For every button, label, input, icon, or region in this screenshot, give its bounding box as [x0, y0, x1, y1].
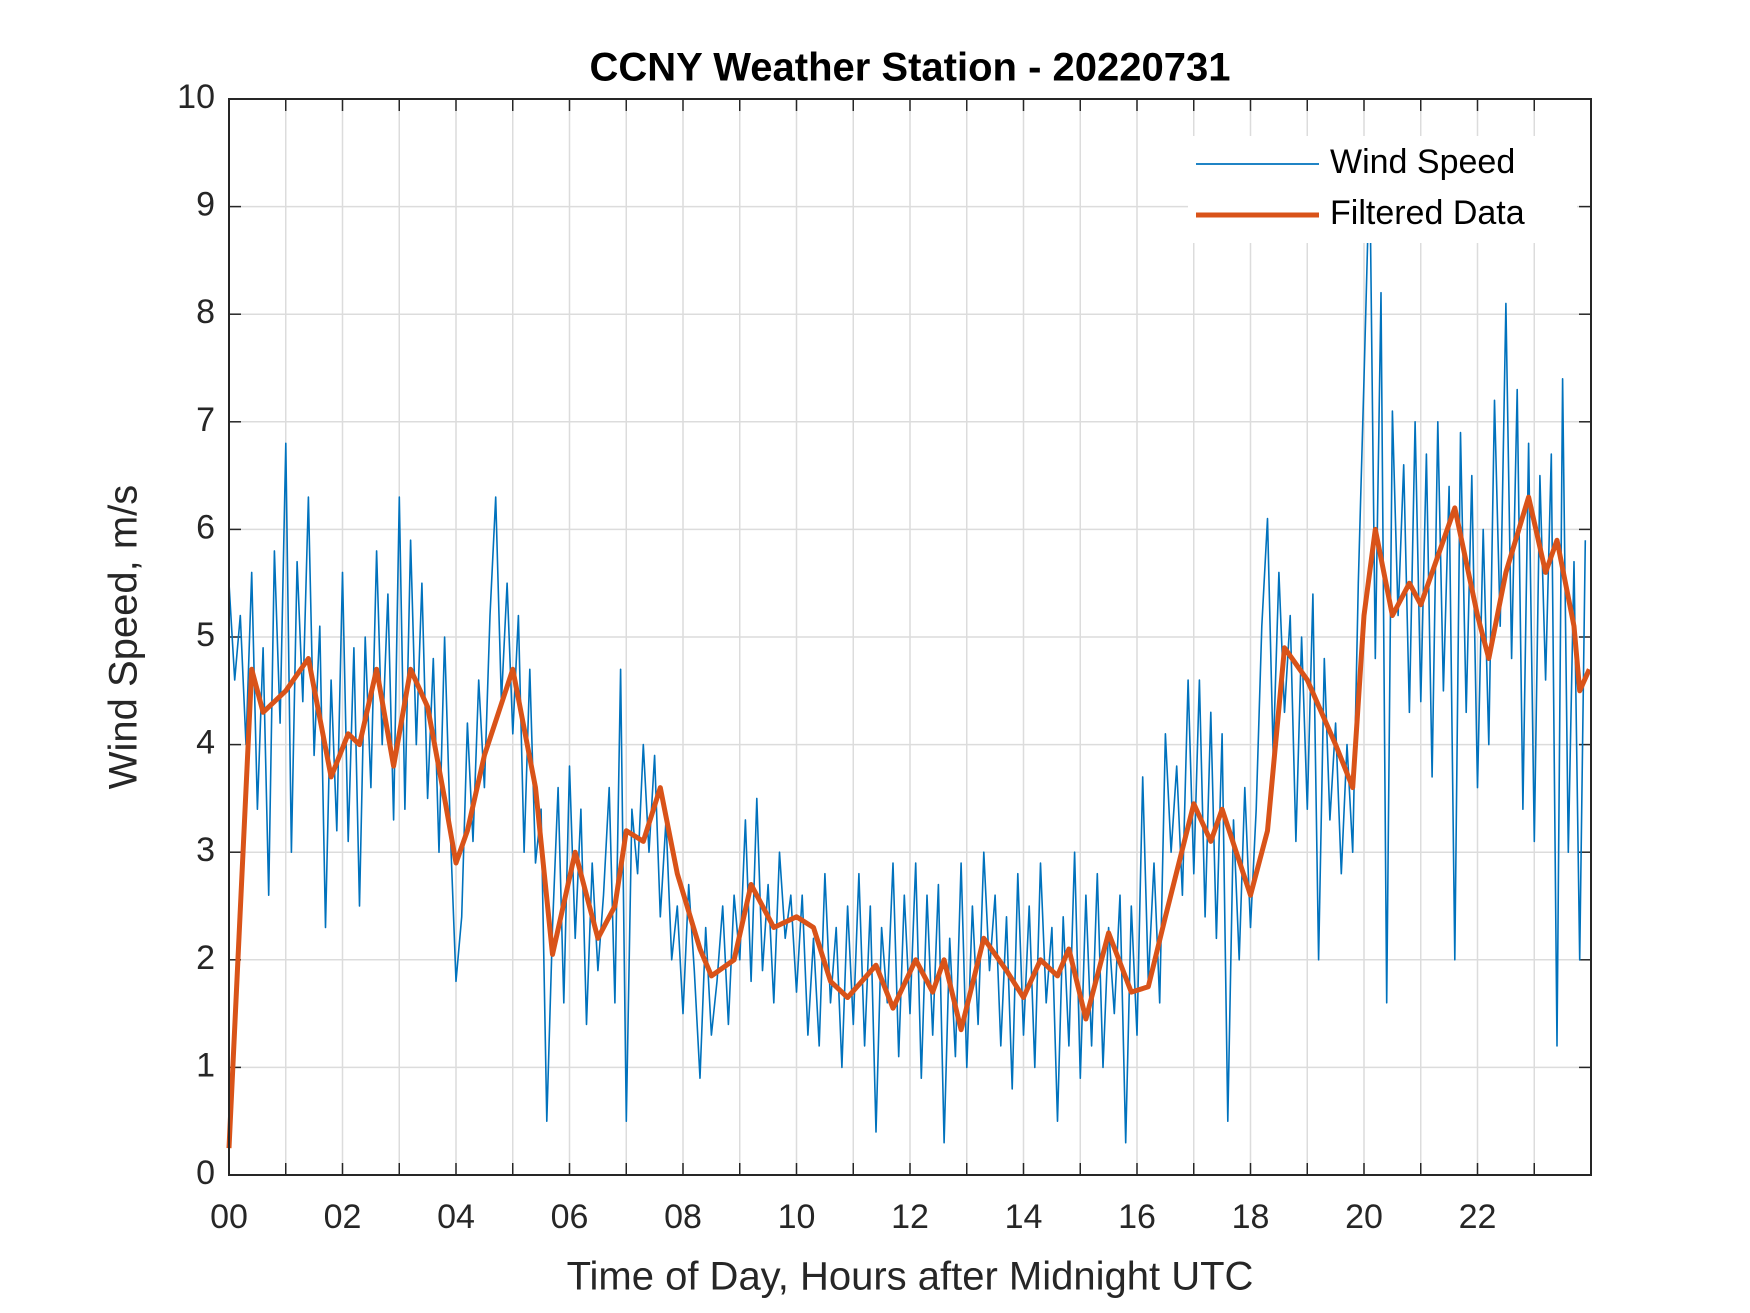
- x-tick-label: 16: [1118, 1198, 1156, 1236]
- chart-title: CCNY Weather Station - 20220731: [590, 46, 1231, 90]
- y-tick-label: 4: [196, 724, 215, 762]
- y-tick-label: 2: [196, 939, 215, 977]
- legend-box: [1188, 136, 1577, 243]
- x-tick-label: 02: [324, 1198, 362, 1236]
- y-tick-label: 8: [196, 293, 215, 331]
- x-tick-label: 06: [551, 1198, 589, 1236]
- y-tick-label: 1: [196, 1046, 215, 1084]
- y-tick-label: 0: [196, 1154, 215, 1192]
- legend-label: Filtered Data: [1330, 194, 1525, 232]
- x-tick-label: 10: [778, 1198, 816, 1236]
- y-tick-label: 9: [196, 186, 215, 224]
- x-axis-label: Time of Day, Hours after Midnight UTC: [567, 1255, 1254, 1299]
- x-tick-label: 20: [1345, 1198, 1383, 1236]
- y-tick-label: 6: [196, 508, 215, 546]
- x-tick-label: 08: [664, 1198, 702, 1236]
- series-line: [228, 162, 1587, 1144]
- y-tick-label: 7: [196, 401, 215, 439]
- series-line: [226, 494, 1592, 1149]
- axes-box: [228, 98, 1592, 1176]
- y-tick-label: 10: [177, 78, 215, 116]
- legend-label: Wind Speed: [1330, 143, 1515, 181]
- x-tick-label: 12: [891, 1198, 929, 1236]
- x-tick-label: 04: [437, 1198, 475, 1236]
- y-axis-label: Wind Speed, m/s: [102, 485, 146, 790]
- y-tick-label: 5: [196, 616, 215, 654]
- x-tick-label: 18: [1232, 1198, 1270, 1236]
- x-tick-label: 00: [210, 1198, 248, 1236]
- y-tick-label: 3: [196, 831, 215, 869]
- x-tick-label: 22: [1459, 1198, 1497, 1236]
- x-tick-label: 14: [1005, 1198, 1043, 1236]
